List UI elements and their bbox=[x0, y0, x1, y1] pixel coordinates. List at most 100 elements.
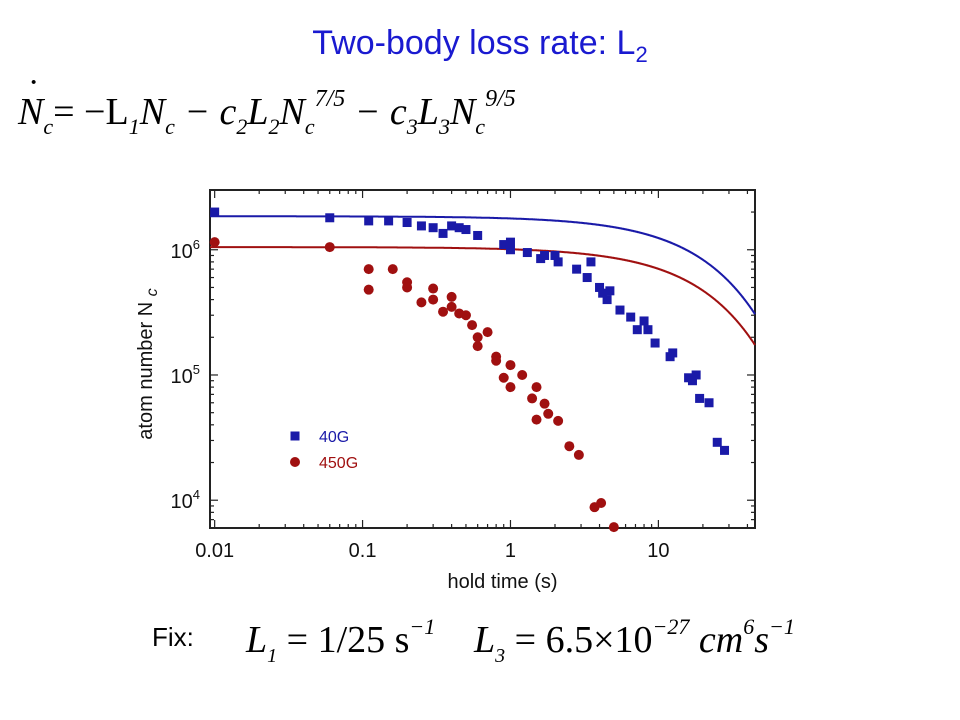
data-point-450G bbox=[324, 242, 335, 253]
data-point-450G bbox=[531, 382, 542, 393]
data-point-40G bbox=[602, 295, 612, 305]
data-point-450G bbox=[363, 264, 374, 275]
eq-term3-sub2: 3 bbox=[438, 114, 450, 139]
eq-lhs: N bbox=[18, 64, 43, 134]
fix-l3-unit: cm bbox=[689, 619, 744, 661]
data-point-40G bbox=[550, 250, 560, 260]
eq-term3-sub1: 3 bbox=[406, 114, 418, 139]
data-point-450G bbox=[387, 264, 398, 275]
data-point-450G bbox=[505, 360, 516, 371]
eq-term1-sub: 1 bbox=[128, 114, 140, 139]
y-tick-label: 105 bbox=[171, 362, 200, 388]
plot-frame bbox=[209, 189, 756, 529]
data-point-40G bbox=[615, 305, 625, 315]
slide-title-subscript: 2 bbox=[635, 42, 648, 67]
data-point-40G bbox=[428, 223, 438, 233]
eq-term3-mid: L bbox=[417, 91, 439, 133]
fix-l1-equation: L1 = 1/25 s−1 bbox=[246, 614, 435, 668]
data-point-40G bbox=[586, 257, 596, 267]
data-point-40G bbox=[712, 437, 722, 447]
legend-marker-40G bbox=[290, 431, 300, 441]
fix-l3-sub: 3 bbox=[495, 645, 506, 667]
fix-l3-name: L bbox=[474, 619, 496, 661]
data-point-40G bbox=[210, 207, 220, 217]
data-point-40G bbox=[522, 248, 532, 258]
data-point-40G bbox=[438, 228, 448, 238]
fix-l1-exp: −1 bbox=[409, 614, 436, 639]
eq-term2-sub1: 2 bbox=[236, 114, 248, 139]
data-point-40G bbox=[695, 393, 705, 403]
data-point-40G bbox=[626, 312, 636, 322]
data-point-40G bbox=[720, 445, 730, 455]
fix-l3-unit2: s bbox=[754, 619, 769, 661]
fix-l3-equation: L3 = 6.5×10−27 cm6s−1 bbox=[474, 614, 795, 668]
data-point-40G bbox=[582, 273, 592, 283]
y-tick-label: 104 bbox=[171, 487, 200, 513]
x-tick-label: 1 bbox=[505, 540, 516, 562]
data-point-450G bbox=[517, 369, 528, 380]
eq-term2-tail-sub: c bbox=[304, 114, 315, 139]
data-point-450G bbox=[491, 355, 502, 366]
data-point-40G bbox=[595, 282, 605, 292]
fix-l3-unit-exp: 6 bbox=[743, 614, 755, 639]
data-point-450G bbox=[472, 341, 483, 352]
legend-label-450G: 450G bbox=[319, 455, 358, 472]
data-point-40G bbox=[632, 325, 642, 335]
eq-term3: − c bbox=[345, 91, 407, 133]
data-point-40G bbox=[691, 370, 701, 380]
eq-term2-exp: 7/5 bbox=[314, 86, 346, 112]
data-point-450G bbox=[460, 310, 471, 321]
data-point-40G bbox=[384, 216, 394, 226]
data-point-40G bbox=[639, 316, 649, 326]
data-point-40G bbox=[461, 225, 471, 235]
data-point-40G bbox=[650, 338, 660, 348]
data-point-40G bbox=[704, 398, 714, 408]
data-point-40G bbox=[687, 376, 697, 386]
data-point-450G bbox=[498, 372, 509, 383]
data-point-450G bbox=[446, 301, 457, 312]
eq-term3-tail: N bbox=[449, 91, 476, 133]
data-point-450G bbox=[505, 382, 516, 393]
fix-l3-value: = 6.5×10 bbox=[505, 619, 653, 661]
slide-title-text: Two-body loss rate: L bbox=[312, 24, 636, 62]
eq-term2: − c bbox=[174, 91, 237, 133]
data-point-40G bbox=[540, 250, 550, 260]
fix-label: Fix: bbox=[152, 622, 194, 652]
data-point-450G bbox=[482, 327, 493, 338]
data-point-40G bbox=[447, 221, 457, 231]
data-point-450G bbox=[363, 284, 374, 295]
fix-l3-exp: −27 bbox=[652, 614, 690, 639]
data-point-450G bbox=[539, 398, 550, 409]
eq-term3-exp: 9/5 bbox=[485, 86, 516, 112]
data-point-40G bbox=[572, 264, 582, 274]
fix-l3-unit2-exp: −1 bbox=[768, 614, 795, 639]
data-point-40G bbox=[668, 348, 678, 358]
data-point-40G bbox=[416, 221, 426, 231]
eq-term1-tail-sub: c bbox=[165, 114, 175, 139]
slide-title: Two-body loss rate: L2 bbox=[0, 24, 960, 68]
legend-label-40G: 40G bbox=[319, 429, 349, 446]
eq-term1: = −L bbox=[53, 91, 129, 133]
rate-equation: Nc= −L1Nc − c2L2Nc7/5 − c3L3Nc9/5 bbox=[18, 64, 516, 140]
data-point-40G bbox=[553, 257, 563, 267]
eq-term2-tail: N bbox=[279, 91, 305, 133]
data-point-450G bbox=[467, 320, 478, 331]
fit-curve-40G bbox=[210, 215, 756, 315]
fix-l1-name: L bbox=[246, 619, 268, 661]
data-point-450G bbox=[428, 294, 439, 305]
data-point-450G bbox=[573, 449, 584, 460]
data-point-450G bbox=[543, 408, 554, 419]
fit-curve-450G bbox=[210, 246, 756, 346]
data-point-40G bbox=[505, 245, 515, 255]
data-point-40G bbox=[402, 218, 412, 228]
data-point-40G bbox=[454, 223, 464, 233]
data-point-40G bbox=[605, 286, 615, 296]
data-point-40G bbox=[499, 240, 509, 250]
x-tick-label: 10 bbox=[647, 540, 669, 562]
eq-term2-mid: L bbox=[247, 91, 269, 133]
data-point-450G bbox=[527, 393, 538, 404]
data-point-450G bbox=[438, 306, 449, 317]
data-point-450G bbox=[564, 441, 575, 452]
data-point-450G bbox=[596, 498, 607, 509]
data-point-40G bbox=[505, 237, 515, 247]
